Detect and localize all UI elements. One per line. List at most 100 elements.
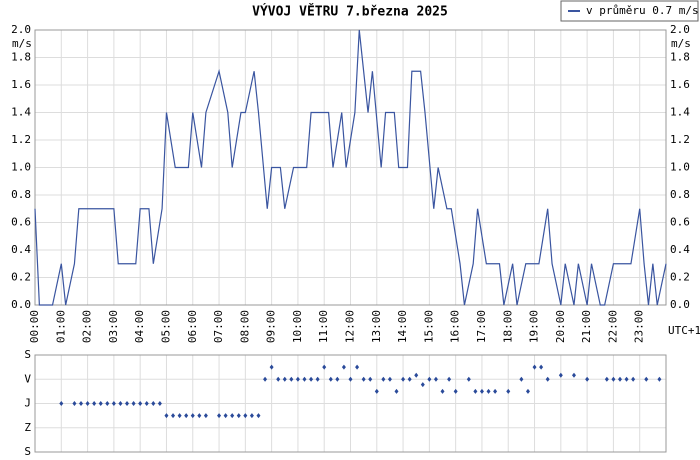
direction-point [453,388,458,394]
x-tick-label: 17:00 [475,310,488,343]
y-tick-label: 0.2 [11,271,31,284]
y-tick-label-right: 1.8 [670,51,690,64]
y-unit: m/s [12,37,32,50]
x-tick-label: 07:00 [212,310,225,343]
x-tick-label: 21:00 [580,310,593,343]
y-tick-label-right: 0.4 [670,243,690,256]
y-tick-label-right: 1.0 [670,161,690,174]
direction-point [604,376,609,382]
x-tick-label: 12:00 [344,310,357,343]
plot-frame [34,29,667,306]
direction-point [433,376,438,382]
y-tick-label-right: 0.6 [670,216,690,229]
direction-point [309,376,314,382]
direction-point [355,364,360,370]
x-tick-label: 08:00 [238,310,251,343]
y-tick-label: 0.4 [11,243,31,256]
direction-point [249,413,254,419]
direction-point [571,372,576,378]
direction-point [289,376,294,382]
x-tick-label: 20:00 [554,310,567,343]
direction-point [157,401,162,406]
x-tick-label: 22:00 [606,310,619,343]
direction-point [138,401,143,406]
direction-point [624,376,629,382]
direction-point [85,401,90,406]
direction-point [276,376,281,382]
direction-point [466,376,471,382]
x-tick-label: 18:00 [501,310,514,343]
y-tick-label: J [24,397,31,410]
x-tick-label: 05:00 [159,310,172,343]
y-tick-label: S [24,348,31,361]
direction-point [407,376,412,382]
direction-point [98,401,103,406]
direction-point [79,401,84,406]
direction-point [611,376,616,382]
direction-point [144,401,149,406]
y-tick-label: 0.6 [11,216,31,229]
direction-point [394,388,399,394]
y-tick-label: 1.2 [11,133,31,146]
direction-point [427,376,432,382]
x-tick-label: 13:00 [370,310,383,343]
direction-point [368,376,373,382]
direction-point [92,401,97,406]
direction-point [387,376,392,382]
direction-point [151,401,156,406]
y-tick-label-right: 1.4 [670,106,690,119]
direction-point [269,364,274,370]
direction-point [111,401,116,406]
x-tick-label: 11:00 [317,310,330,343]
direction-point [322,364,327,370]
y-tick-label-right: 0.0 [670,298,690,311]
direction-point [558,372,563,378]
direction-point [532,364,537,370]
direction-point [479,388,484,394]
direction-point [171,413,176,419]
direction-point [197,413,202,419]
direction-point [539,364,544,370]
direction-point [236,413,241,419]
y-tick-label: 0.8 [11,188,31,201]
y-tick-label: S [24,445,31,458]
direction-point [243,413,248,419]
y-tick-label: 1.4 [11,106,31,119]
legend-label: v průměru 0.7 m/s [586,4,699,17]
y-tick-label-right: 0.2 [670,271,690,284]
direction-point [105,401,110,406]
direction-point [335,376,340,382]
direction-point [440,388,445,394]
direction-point [315,376,320,382]
x-tick-label: 02:00 [81,310,94,343]
x-tick-label: 06:00 [186,310,199,343]
direction-point [184,413,189,419]
direction-point [190,413,195,419]
direction-point [525,388,530,394]
direction-point [282,376,287,382]
direction-point [125,401,130,406]
direction-point [657,376,662,382]
direction-point [217,413,222,419]
direction-point [118,401,123,406]
y-tick-label: 1.6 [11,78,31,91]
y-tick-label: V [24,372,31,385]
y-tick-label: 1.0 [11,161,31,174]
y-unit: m/s [671,37,691,50]
direction-point [401,376,406,382]
direction-point [203,413,208,419]
direction-point [302,376,307,382]
x-tick-label: 10:00 [291,310,304,343]
x-tick-label: 19:00 [528,310,541,343]
y-tick-label: Z [24,421,31,434]
direction-point [519,376,524,382]
x-tick-label: 14:00 [396,310,409,343]
legend [560,0,699,22]
x-tick-label: 04:00 [133,310,146,343]
direction-point [585,376,590,382]
direction-point [447,376,452,382]
direction-point [631,376,636,382]
y-tick-label: 2.0 [11,23,31,36]
direction-point [473,388,478,394]
